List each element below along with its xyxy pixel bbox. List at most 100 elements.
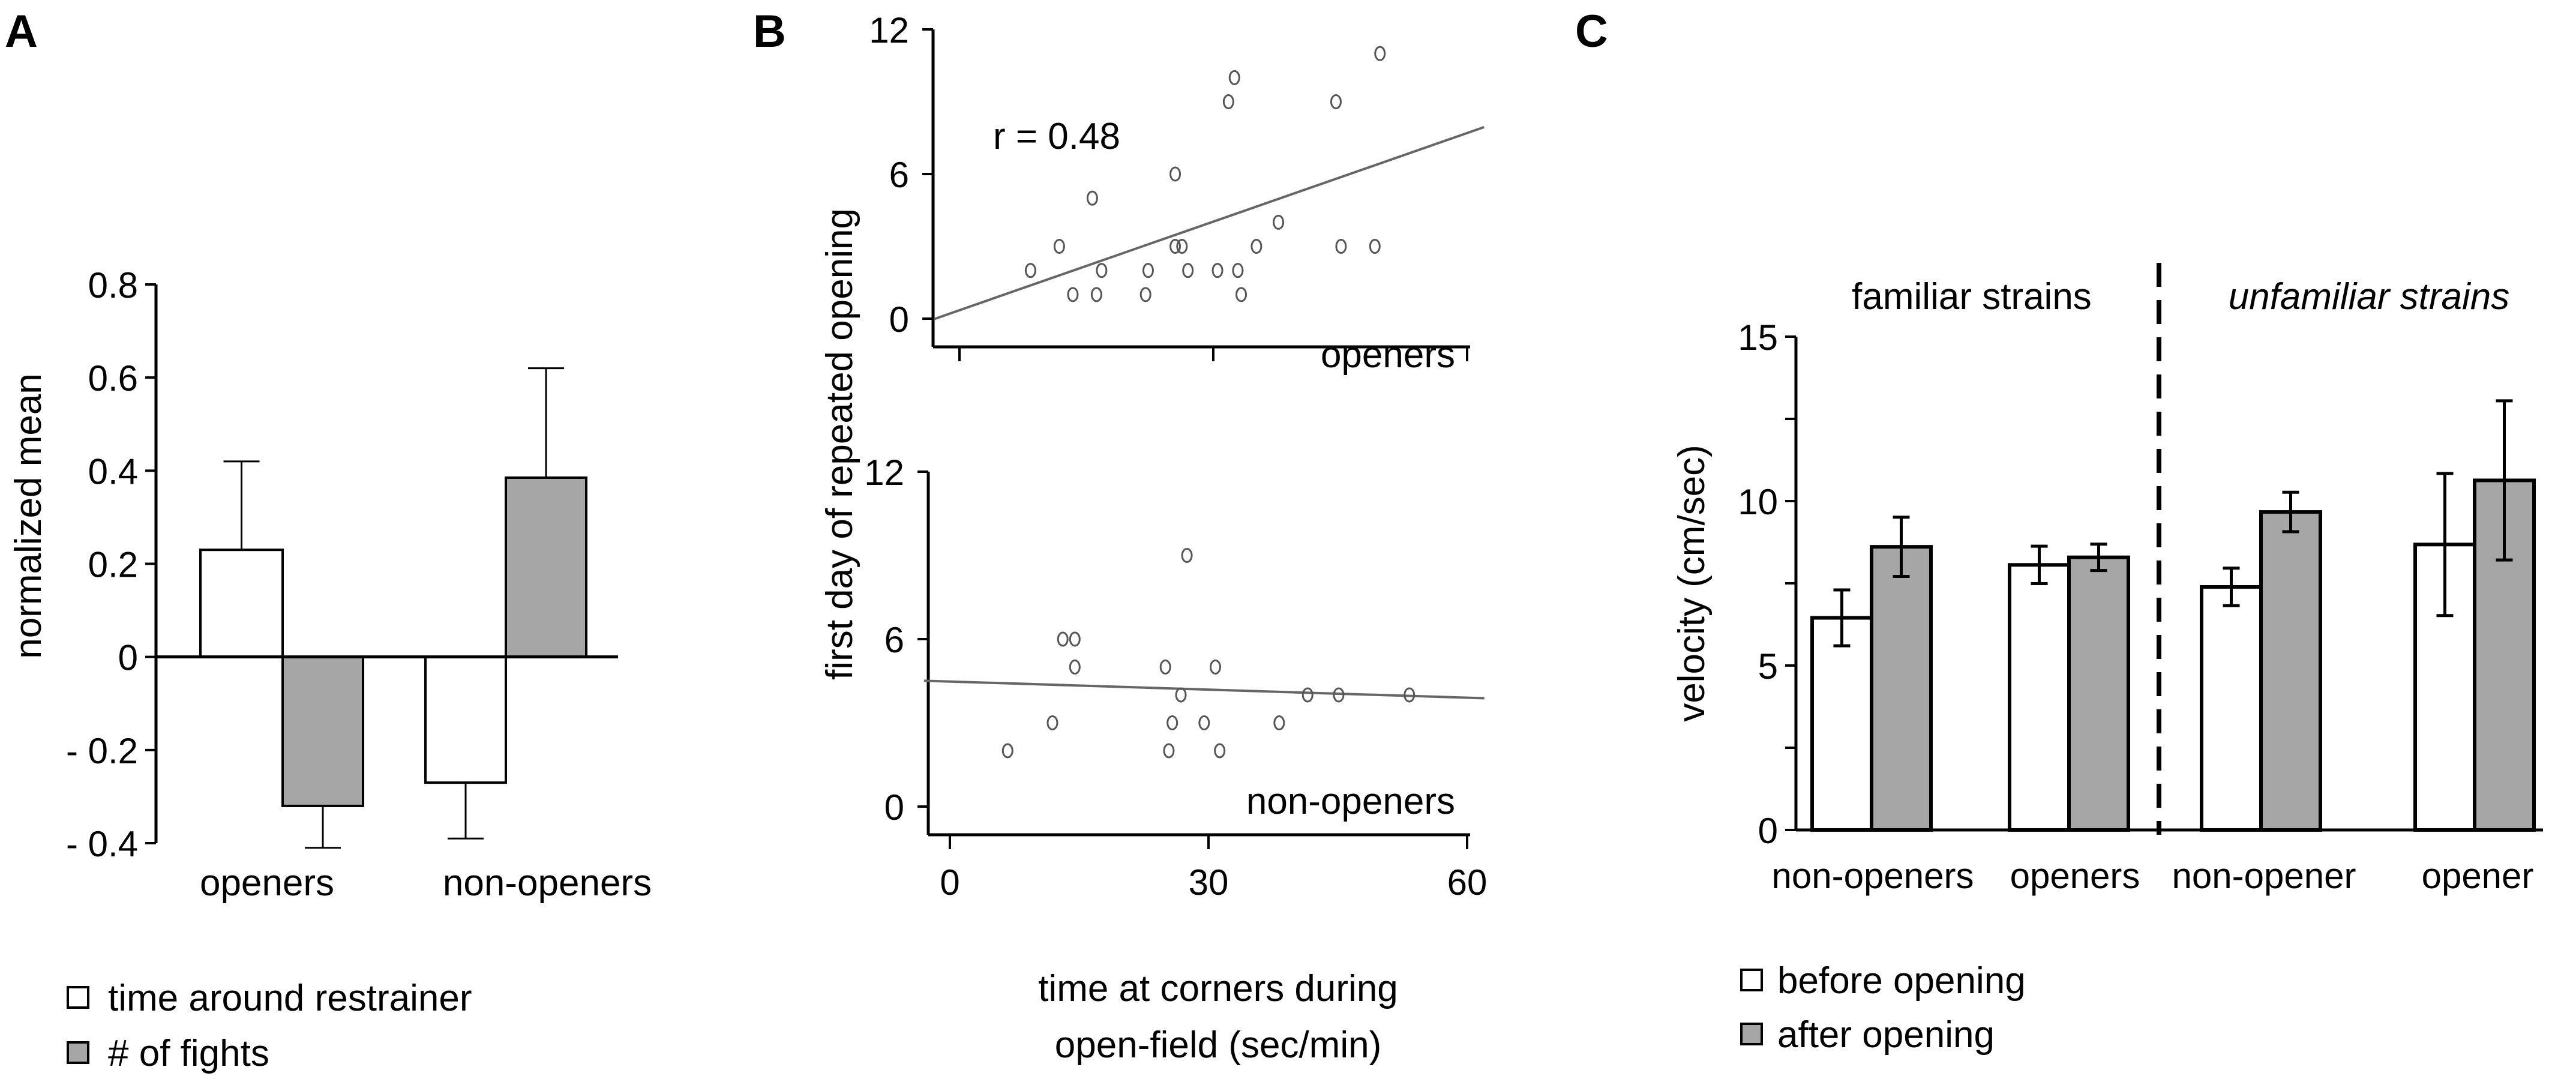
y-tick-label: 0.2 — [88, 545, 138, 585]
scatter-point — [1273, 214, 1285, 230]
scatter-point — [1163, 743, 1175, 759]
scatter-point — [1090, 287, 1102, 302]
scatter-point — [1335, 239, 1347, 254]
bar — [424, 655, 507, 784]
y-tick-label: 6 — [884, 620, 904, 660]
scatter-point — [1235, 287, 1247, 302]
regression-line — [934, 125, 1485, 320]
scatter-point — [1232, 263, 1244, 278]
panel-label-a: A — [5, 6, 38, 57]
x-tick-label: 60 — [1447, 862, 1488, 903]
legend-swatch-white — [67, 986, 89, 1009]
regression-line — [923, 679, 1485, 700]
scatter-point — [1057, 631, 1069, 647]
y-tick-label: 0 — [118, 638, 138, 678]
bar — [199, 549, 284, 658]
y-tick-label: 5 — [1758, 646, 1778, 687]
panel-c-ylabel: velocity (cm/sec) — [1671, 445, 1713, 722]
x-category-label: non-opener — [2172, 856, 2356, 896]
y-tick-label: 12 — [869, 10, 909, 50]
y-tick-label: 12 — [864, 452, 904, 493]
y-tick-label: 0.4 — [88, 451, 138, 491]
panel-label-c: C — [1575, 6, 1608, 57]
bar — [2259, 510, 2322, 832]
scatter-point — [1182, 263, 1194, 278]
scatter-point — [1001, 743, 1013, 759]
scatter-point — [1175, 687, 1187, 703]
bar — [1810, 616, 1873, 832]
scatter-point — [1142, 263, 1154, 278]
x-category-label: openers — [2010, 856, 2140, 896]
scatter-point — [1228, 70, 1240, 85]
bar — [2008, 563, 2071, 832]
scatter-point — [1404, 687, 1416, 703]
scatter-point — [1211, 263, 1223, 278]
legend-label: time around restrainer — [108, 978, 472, 1019]
group-label-unfamiliar: unfamiliar strains — [2229, 276, 2510, 317]
y-tick-label: 10 — [1738, 482, 1778, 522]
scatter-point — [1067, 287, 1079, 302]
scatter-point — [1181, 548, 1193, 563]
legend-swatch-gray — [67, 1041, 89, 1064]
scatter-point — [1053, 239, 1065, 254]
scatter-point — [1096, 263, 1108, 278]
y-tick-label: 6 — [889, 155, 909, 195]
scatter-point — [1024, 263, 1036, 278]
group-label-familiar: familiar strains — [1852, 276, 2092, 317]
x-tick-label: 0 — [940, 862, 959, 903]
scatter-point — [1222, 94, 1234, 109]
panel-a-category-label: non-openers — [443, 862, 652, 904]
y-tick-label: 0 — [1758, 811, 1778, 851]
panel-b-scatter: first day of repeated opening r = 0.48 o… — [819, 10, 1487, 1066]
scatter-point — [1086, 190, 1098, 206]
scatter-point — [1069, 660, 1081, 675]
x-category-label: opener — [2422, 856, 2534, 896]
y-tick-label: 0 — [889, 299, 909, 340]
panel-b-xlabel: time at corners during — [1038, 968, 1398, 1009]
panel-c-bar-chart: velocity (cm/sec) familiar strains unfam… — [1671, 263, 2543, 1056]
scatter-point — [1374, 46, 1386, 61]
scatter-point — [1273, 715, 1285, 730]
y-tick-label: - 0.4 — [66, 824, 138, 864]
scatter-point — [1166, 715, 1178, 730]
scatter-point — [1046, 715, 1058, 730]
scatter-point — [1169, 166, 1181, 182]
bar — [2067, 555, 2130, 832]
legend-label: before opening — [1777, 960, 2026, 1002]
scatter-point — [1069, 631, 1081, 647]
scatter-point — [1302, 687, 1314, 703]
y-tick-label: 0.8 — [88, 265, 138, 305]
y-tick-label: 0 — [884, 787, 904, 828]
bar — [2200, 585, 2263, 832]
bar — [505, 476, 587, 658]
legend-label: after opening — [1777, 1014, 1995, 1056]
scatter-point — [1198, 715, 1210, 730]
panel-a-bar-chart: normalized mean openers non-openers time… — [8, 265, 652, 1074]
y-tick-label: 0.6 — [88, 358, 138, 398]
bar — [281, 655, 364, 807]
legend-swatch-gray — [1740, 1023, 1763, 1045]
scatter-point — [1214, 743, 1226, 759]
panel-b-annotation: r = 0.48 — [993, 116, 1120, 157]
panel-b-subplot-label: non-openers — [1246, 781, 1455, 822]
scatter-point — [1250, 239, 1262, 254]
panel-a-category-label: openers — [200, 862, 334, 904]
panel-a-ylabel: normalized mean — [8, 373, 49, 659]
legend-label: # of fights — [108, 1033, 269, 1074]
scatter-point — [1369, 239, 1381, 254]
scatter-point — [1176, 239, 1188, 254]
legend-swatch-white — [1740, 969, 1763, 991]
scatter-point — [1159, 660, 1171, 675]
panel-b-subplot-label: openers — [1321, 334, 1455, 376]
x-category-label: non-openers — [1772, 856, 1974, 896]
panel-b-xlabel: open-field (sec/min) — [1055, 1024, 1381, 1066]
panel-b-ylabel: first day of repeated opening — [819, 208, 860, 680]
panel-label-b: B — [753, 6, 786, 57]
scatter-point — [1333, 687, 1345, 703]
y-tick-label: 15 — [1738, 317, 1778, 358]
scatter-point — [1169, 239, 1181, 254]
scatter-point — [1330, 94, 1342, 109]
bar — [1870, 545, 1933, 832]
x-tick-label: 30 — [1189, 862, 1229, 903]
